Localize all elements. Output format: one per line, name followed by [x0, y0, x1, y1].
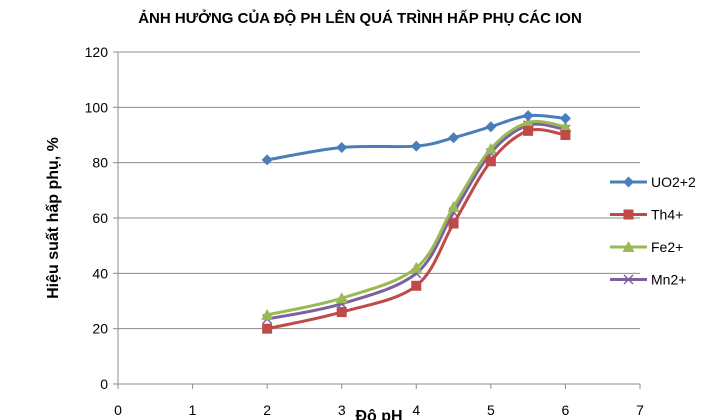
y-tick-label: 20: [92, 321, 108, 337]
data-point-fe2: [261, 308, 274, 320]
data-point-uo2-2: [522, 110, 534, 122]
x-tick-label: 0: [114, 402, 122, 418]
data-point-uo2-2: [261, 154, 273, 166]
series-fe2: [261, 116, 572, 320]
legend: UO2+2 Th4+ Fe2+ Mn2+: [610, 174, 696, 288]
data-point-fe2: [559, 120, 572, 132]
data-point-uo2-2: [559, 112, 571, 124]
axes: [113, 51, 641, 389]
tick-labels: 0 20 40 60 80 100 120 0 1 2 3 4 5 6 7: [85, 44, 644, 418]
y-tick-label: 40: [92, 265, 108, 281]
data-point-th4: [336, 307, 347, 318]
data-point-uo2-2: [336, 141, 348, 153]
x-tick-label: 1: [189, 402, 197, 418]
data-point-th4: [411, 280, 422, 291]
legend-label-uo2-2: UO2+2: [651, 174, 696, 190]
data-point-th4: [523, 125, 534, 136]
data-point-uo2-2: [448, 132, 460, 144]
data-point-uo2-2: [410, 140, 422, 152]
legend-item-uo2-2: UO2+2: [610, 174, 696, 190]
x-tick-label: 7: [636, 402, 644, 418]
legend-label-th4: Th4+: [651, 207, 683, 223]
x-axis-title: Độ pH: [355, 408, 402, 420]
data-point-fe2: [410, 261, 423, 273]
data-point-th4: [560, 130, 571, 140]
x-tick-label: 5: [487, 402, 495, 418]
data-point-th4: [485, 156, 496, 167]
data-point-th4: [448, 218, 459, 229]
y-axis-title: Hiệu suất hấp phụ, %: [45, 137, 62, 299]
y-tick-label: 120: [85, 44, 109, 60]
y-tick-label: 0: [100, 376, 108, 392]
data-point-fe2: [335, 292, 348, 304]
chart-title: ẢNH HƯỞNG CỦA ĐỘ PH LÊN QUÁ TRÌNH HẤP PH…: [138, 9, 582, 27]
legend-label-fe2: Fe2+: [651, 239, 683, 255]
y-tick-label: 60: [92, 210, 108, 226]
legend-item-th4: Th4+: [610, 207, 683, 223]
x-tick-label: 2: [263, 402, 271, 418]
legend-marker-mn2: [623, 274, 634, 285]
series-uo2-2: [261, 110, 571, 166]
legend-label-mn2: Mn2+: [651, 272, 686, 288]
legend-marker-th4: [623, 209, 634, 220]
x-tick-label: 3: [338, 402, 346, 418]
legend-marker-fe2: [622, 241, 635, 252]
data-point-fe2: [522, 116, 535, 128]
legend-marker-uo2-2: [623, 176, 634, 188]
x-tick-label: 4: [412, 402, 420, 418]
legend-item-mn2: Mn2+: [610, 272, 686, 288]
x-marker-stroke: [623, 274, 634, 285]
legend-item-fe2: Fe2+: [610, 239, 683, 255]
data-point-fe2: [447, 200, 460, 212]
data-point-uo2-2: [485, 121, 497, 133]
y-tick-label: 80: [92, 155, 108, 171]
series-th4: [262, 125, 571, 334]
y-tick-label: 100: [85, 99, 109, 115]
data-point-th4: [262, 323, 273, 334]
data-point-fe2: [484, 142, 497, 154]
series-layer: [261, 110, 572, 334]
x-tick-label: 6: [562, 402, 570, 418]
grid-lines: [118, 51, 640, 330]
